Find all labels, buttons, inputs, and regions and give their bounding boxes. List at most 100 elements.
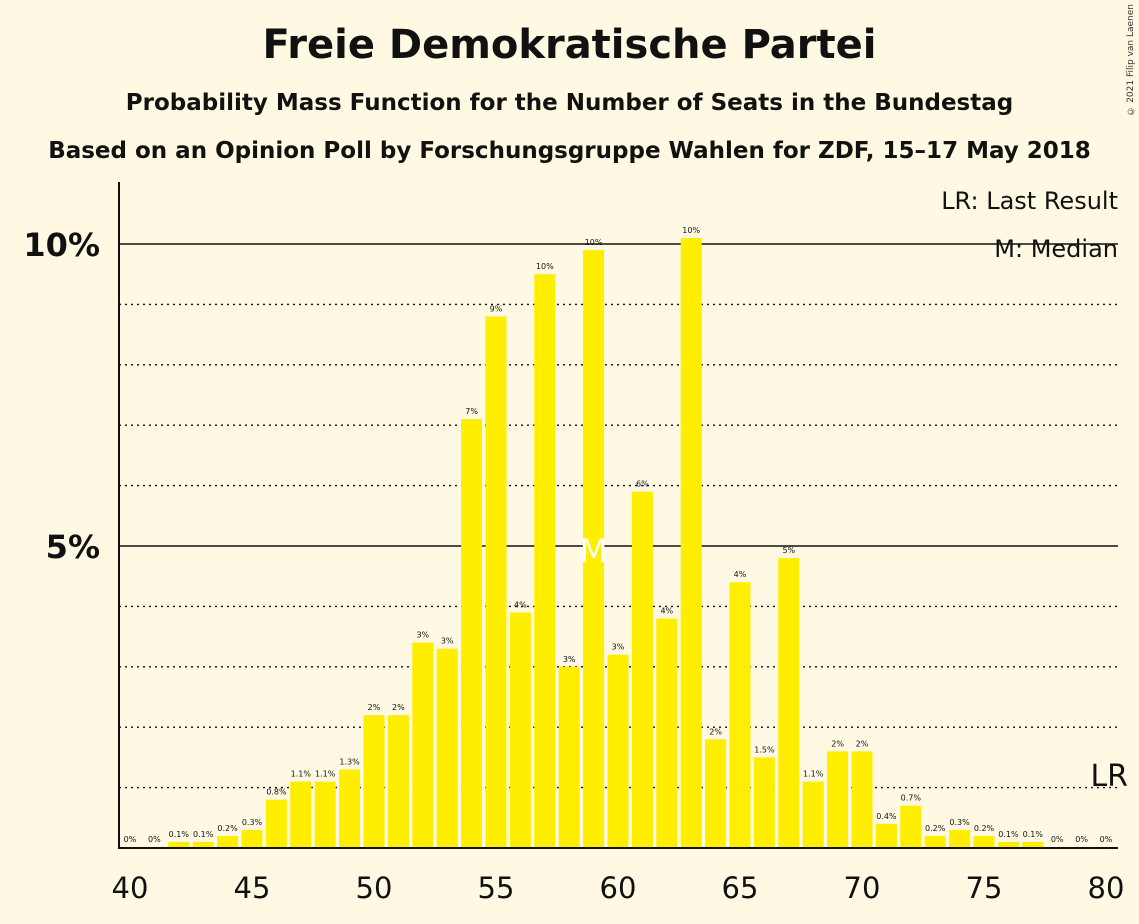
x-tick-70: 70 — [844, 871, 881, 905]
bar-label-seat-41: 0% — [148, 835, 161, 844]
x-tick-40: 40 — [112, 871, 149, 905]
bar-seat-62 — [656, 618, 678, 848]
last-result-marker: LR — [1090, 759, 1128, 794]
x-tick-50: 50 — [356, 871, 393, 905]
bar-seat-58 — [558, 666, 580, 848]
bar-label-seat-47: 1.1% — [291, 770, 312, 779]
bar-seat-65 — [729, 582, 751, 848]
tick-labels: 40 45 50 55 60 65 70 75 80 5% 10% — [23, 226, 1124, 905]
bar-seat-47 — [290, 781, 312, 848]
bar-seat-50 — [363, 715, 385, 848]
bar-label-seat-43: 0.1% — [193, 830, 214, 839]
legend-last-result: LR: Last Result — [941, 187, 1118, 215]
y-tick-5%: 5% — [46, 528, 100, 566]
bar-seat-61 — [631, 491, 653, 848]
bar-label-seat-72: 0.7% — [901, 794, 922, 803]
bar-label-seat-58: 3% — [563, 655, 576, 664]
markers: M LR — [580, 532, 1128, 794]
bar-label-seat-64: 2% — [709, 727, 722, 736]
bars — [168, 237, 1044, 849]
bar-label-seat-69: 2% — [831, 739, 844, 748]
bar-label-seat-67: 5% — [782, 546, 795, 555]
axes — [118, 182, 1118, 849]
bar-label-seat-59: 10% — [585, 238, 603, 247]
chart-subtitle: Probability Mass Function for the Number… — [125, 90, 1014, 116]
bar-seat-46 — [265, 799, 287, 848]
x-tick-80: 80 — [1088, 871, 1125, 905]
bar-label-seat-65: 4% — [734, 570, 747, 579]
bar-seat-59 — [583, 250, 605, 849]
bar-seat-45 — [241, 829, 263, 848]
bar-seat-71 — [875, 823, 897, 848]
bar-label-seat-68: 1.1% — [803, 770, 824, 779]
legend-median: M: Median — [994, 235, 1118, 263]
bar-label-seat-61: 6% — [636, 480, 649, 489]
bar-seat-51 — [387, 715, 409, 848]
bar-label-seat-76: 0.1% — [998, 830, 1019, 839]
bar-label-seat-60: 3% — [612, 643, 625, 652]
bar-label-seat-50: 2% — [368, 703, 381, 712]
chart-source: Based on an Opinion Poll by Forschungsgr… — [48, 138, 1091, 164]
median-marker: M — [580, 532, 608, 570]
bar-label-seat-70: 2% — [856, 739, 869, 748]
bar-label-seat-40: 0% — [124, 835, 137, 844]
bar-label-seat-54: 7% — [465, 407, 478, 416]
bar-label-seat-52: 3% — [416, 631, 429, 640]
bar-label-seat-53: 3% — [441, 637, 454, 646]
bar-label-seat-49: 1.3% — [339, 757, 360, 766]
bar-label-seat-44: 0.2% — [217, 824, 238, 833]
x-tick-45: 45 — [234, 871, 271, 905]
x-tick-75: 75 — [966, 871, 1003, 905]
bar-label-seat-80: 0% — [1100, 835, 1113, 844]
bar-label-seat-66: 1.5% — [754, 745, 775, 754]
bar-label-seat-56: 4% — [514, 600, 527, 609]
bar-seat-70 — [851, 751, 873, 848]
bar-seat-77 — [1022, 841, 1044, 848]
bar-seat-55 — [485, 316, 507, 849]
bar-seat-63 — [680, 237, 702, 848]
bar-label-seat-45: 0.3% — [242, 818, 263, 827]
bar-seat-52 — [412, 642, 434, 848]
bar-seat-44 — [217, 835, 239, 848]
bar-seat-72 — [900, 805, 922, 848]
bar-label-seat-79: 0% — [1075, 835, 1088, 844]
bar-label-seat-51: 2% — [392, 703, 405, 712]
bar-seat-74 — [949, 829, 971, 848]
bar-seat-43 — [192, 841, 214, 848]
bar-label-seat-73: 0.2% — [925, 824, 946, 833]
y-tick-10%: 10% — [23, 226, 100, 264]
bar-seat-60 — [607, 654, 629, 848]
bar-label-seat-74: 0.3% — [949, 818, 970, 827]
bar-seat-73 — [924, 835, 946, 848]
bar-seat-67 — [778, 558, 800, 848]
bar-label-seat-57: 10% — [536, 262, 554, 271]
bar-label-seat-78: 0% — [1051, 835, 1064, 844]
bar-label-seat-77: 0.1% — [1023, 830, 1044, 839]
x-tick-60: 60 — [600, 871, 637, 905]
bar-seat-76 — [997, 841, 1019, 848]
x-tick-55: 55 — [478, 871, 515, 905]
bar-seat-42 — [168, 841, 190, 848]
bar-label-seat-71: 0.4% — [876, 812, 897, 821]
bar-seat-48 — [314, 781, 336, 848]
bar-label-seat-48: 1.1% — [315, 770, 336, 779]
bar-labels: 0% 0%0.1% 0.1%0.2%0.3%0.8%1.1% 1.1%1.3%2% 2%… — [124, 226, 1113, 844]
bar-seat-75 — [973, 835, 995, 848]
bar-label-seat-46: 0.8% — [266, 788, 287, 797]
bar-seat-54 — [461, 419, 483, 848]
bar-label-seat-55: 9% — [490, 304, 503, 313]
bar-seat-64 — [705, 739, 727, 848]
bar-seat-57 — [534, 274, 556, 848]
bar-label-seat-42: 0.1% — [169, 830, 190, 839]
bar-seat-69 — [827, 751, 849, 848]
bar-seat-53 — [436, 648, 458, 848]
bar-seat-66 — [753, 757, 775, 848]
bar-seat-68 — [802, 781, 824, 848]
chart-title: Freie Demokratische Partei — [262, 22, 877, 68]
bar-seat-56 — [509, 612, 531, 848]
bar-label-seat-63: 10% — [682, 226, 700, 235]
bar-seat-49 — [339, 769, 361, 848]
bar-label-seat-62: 4% — [660, 606, 673, 615]
legend: LR: Last Result M: Median — [941, 187, 1118, 263]
